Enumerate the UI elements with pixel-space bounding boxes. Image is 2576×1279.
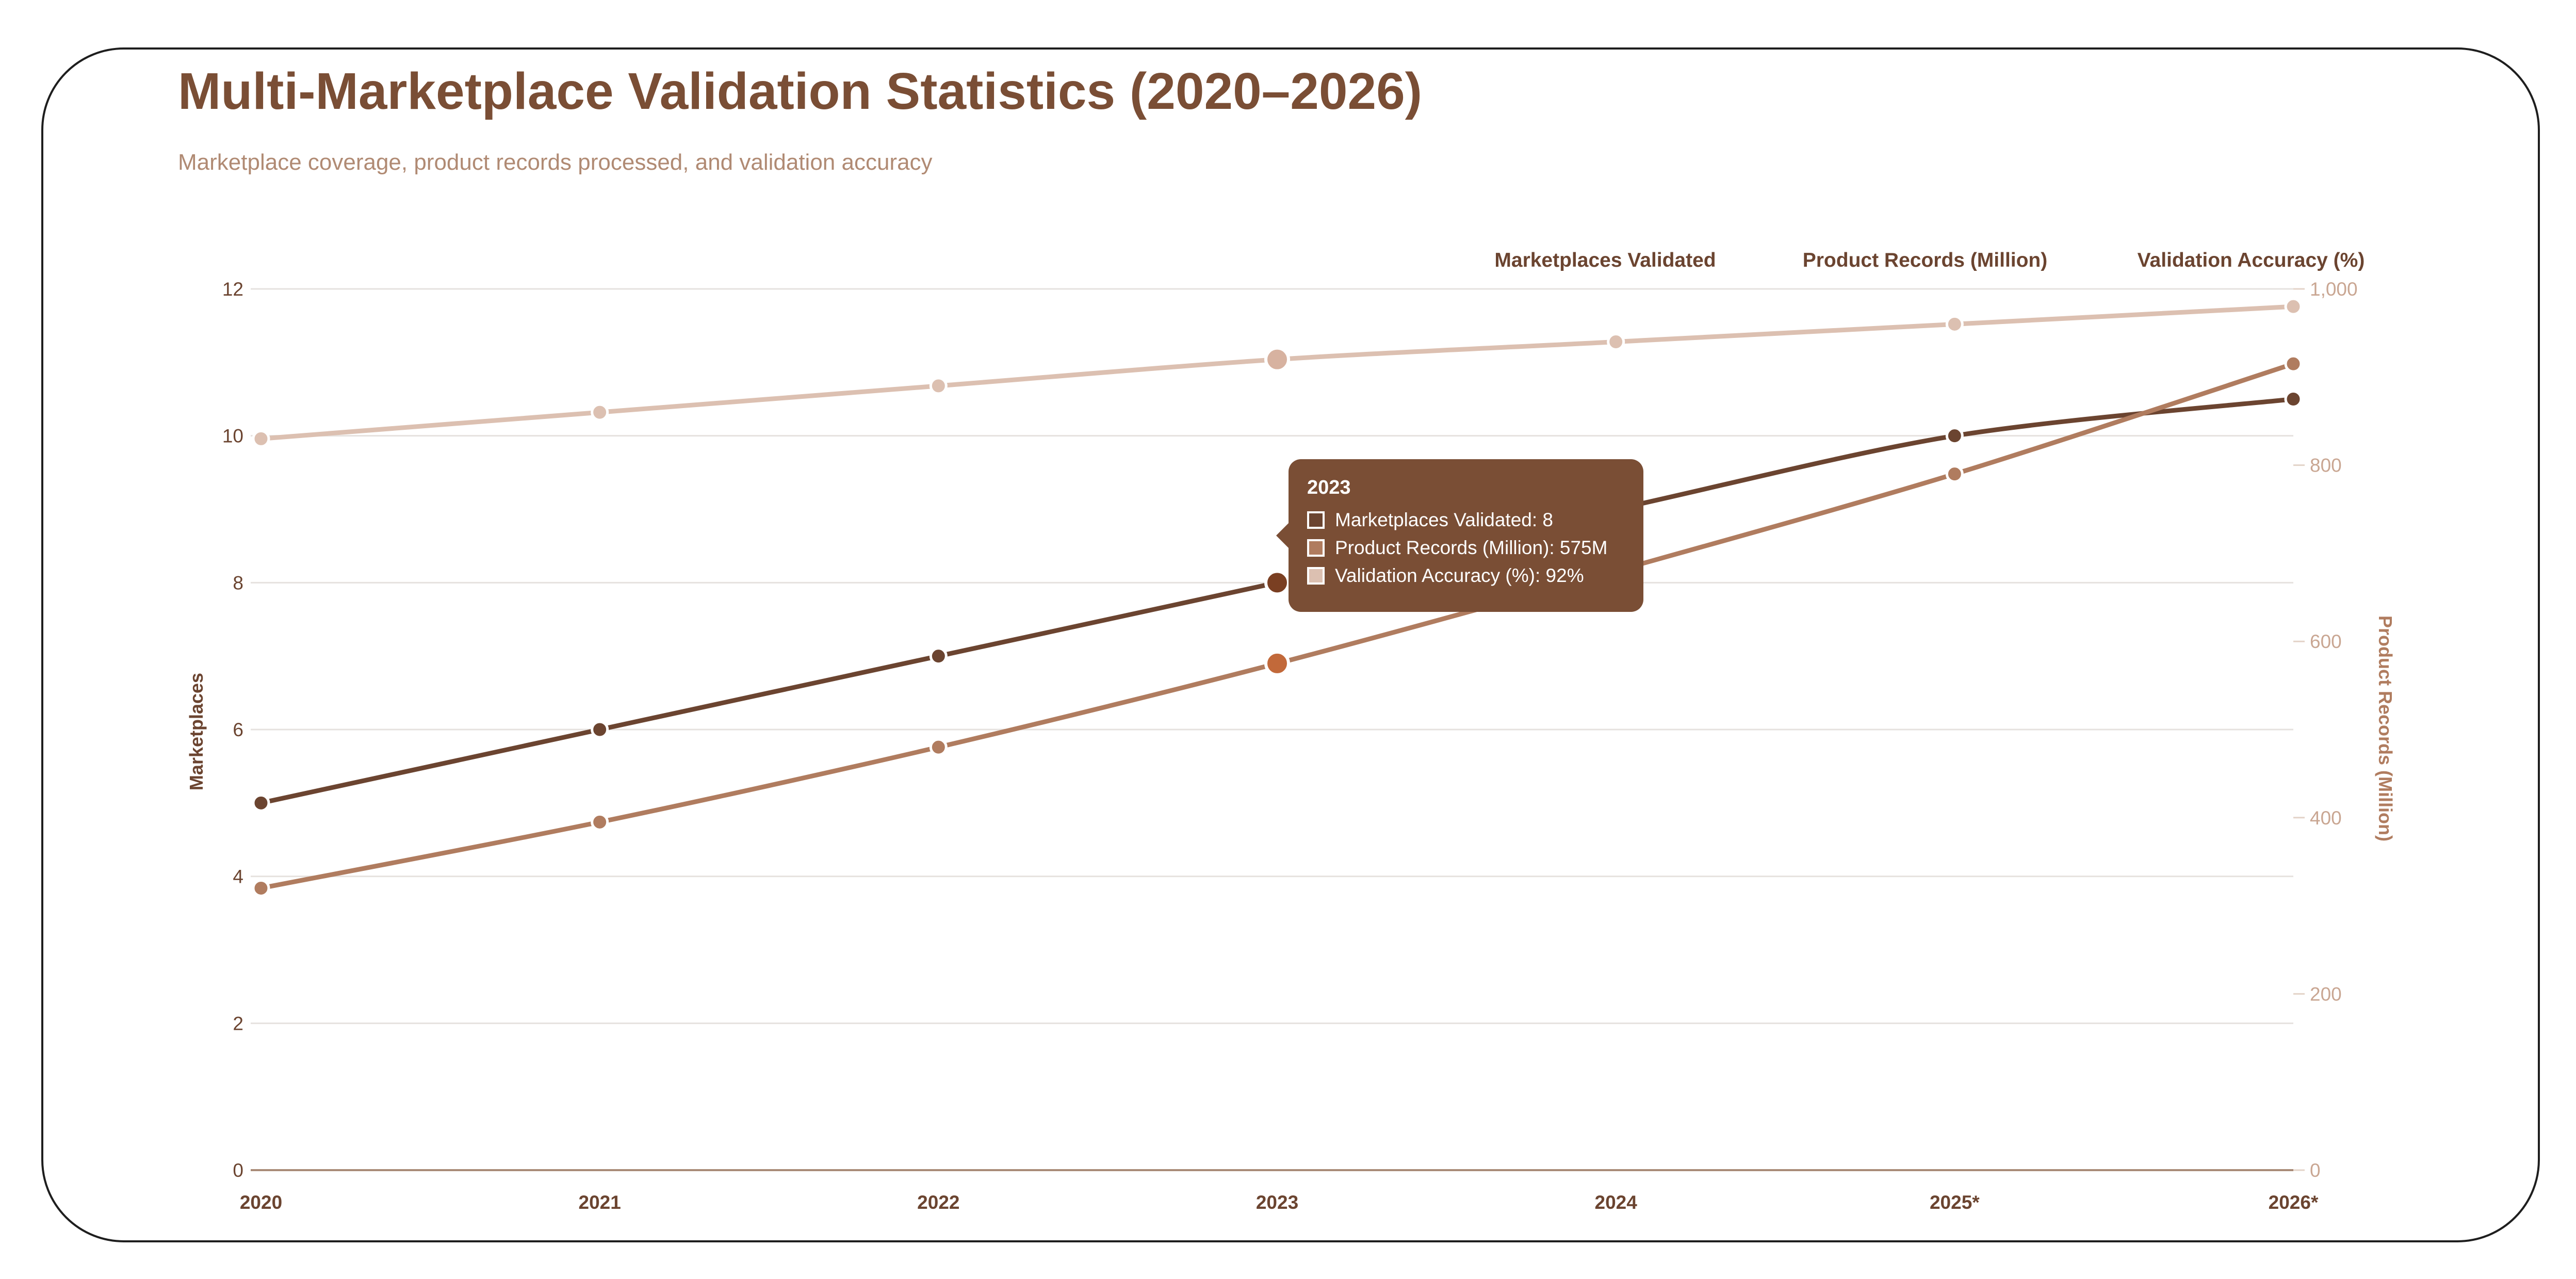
data-point-product-records-million-2020	[252, 879, 270, 897]
x-tick-label: 2025*	[1930, 1192, 1980, 1213]
y-right-axis-title: Product Records (Million)	[2375, 616, 2396, 841]
data-point-product-records-million-2023	[1264, 650, 1290, 676]
tooltip-text-accuracy: Validation Accuracy (%): 92%	[1335, 565, 1584, 586]
series-line-validation-accuracy	[258, 304, 2296, 441]
series-line-product-records-million	[258, 361, 2296, 891]
x-tick-label: 2024	[1595, 1192, 1638, 1213]
legend-item-product-records-million: Product Records (Million)	[1803, 249, 2048, 271]
axes: 0 2 4 6 8 10 12 0 200 400 600 800 1,000 2020 2021 2022 2…	[186, 279, 2396, 1213]
tooltip-title: 2023	[1307, 477, 1351, 498]
series-lines	[258, 304, 2296, 891]
y-right-tick-label: 600	[2310, 631, 2342, 652]
data-point-marketplaces-validated-2023	[1264, 570, 1290, 596]
x-tick-label: 2026*	[2269, 1192, 2319, 1213]
page-subtitle: Marketplace coverage, product records pr…	[178, 150, 933, 175]
x-tick-label: 2023	[1256, 1192, 1298, 1213]
y-left-axis-title: Marketplaces	[186, 673, 207, 790]
tooltip-text-marketplaces: Marketplaces Validated: 8	[1335, 509, 1553, 530]
data-point-product-records-million-2022	[929, 738, 948, 756]
y-left-tick-label: 8	[233, 572, 243, 593]
tooltip-swatch-marketplaces	[1307, 511, 1325, 529]
y-left-tick-label: 6	[233, 719, 243, 740]
data-point-validation-accuracy-2023	[1264, 346, 1290, 373]
y-right-tick-label: 1,000	[2310, 279, 2358, 300]
data-point-product-records-million-2025	[1945, 465, 1964, 483]
tooltip-row-marketplaces: Marketplaces Validated: 8	[1307, 506, 1625, 534]
y-right-tick-label: 200	[2310, 983, 2342, 1005]
data-point-validation-accuracy-2024	[1607, 332, 1625, 351]
data-point-validation-accuracy-2026	[2284, 297, 2303, 316]
legend-item-validation-accuracy: Validation Accuracy (%)	[2138, 249, 2365, 271]
data-point-validation-accuracy-2021	[591, 403, 609, 422]
x-tick-label: 2021	[579, 1192, 621, 1213]
chart-legend: Marketplaces Validated Product Records (M…	[1494, 249, 2365, 271]
y-right-tick-label: 400	[2310, 807, 2342, 829]
y-left-tick-label: 12	[222, 279, 243, 300]
tooltip-row-accuracy: Validation Accuracy (%): 92%	[1307, 562, 1625, 590]
y-right-tick-label: 0	[2310, 1160, 2321, 1181]
data-point-marketplaces-validated-2022	[929, 647, 948, 666]
data-point-marketplaces-validated-2020	[252, 794, 270, 812]
x-tick-label: 2020	[240, 1192, 282, 1213]
data-point-marketplaces-validated-2021	[591, 720, 609, 739]
data-point-marketplaces-validated-2025	[1945, 427, 1964, 445]
y-left-tick-label: 0	[233, 1160, 243, 1181]
data-point-product-records-million-2026	[2284, 354, 2303, 373]
page-title: Multi-Marketplace Validation Statistics …	[178, 62, 1423, 120]
data-point-validation-accuracy-2020	[252, 429, 270, 448]
data-point-marketplaces-validated-2026	[2284, 390, 2303, 408]
tooltip-swatch-accuracy	[1307, 567, 1325, 585]
tooltip-swatch-product-records	[1307, 539, 1325, 557]
tooltip-row-product-records: Product Records (Million): 575M	[1307, 534, 1625, 562]
series-line-marketplaces-validated	[258, 397, 2296, 805]
tooltip-text-product-records: Product Records (Million): 575M	[1335, 537, 1608, 558]
hover-tooltip: 2023 Marketplaces Validated: 8 Product R…	[1276, 459, 1643, 612]
chart-card	[41, 47, 2540, 1242]
y-right-tick-label: 800	[2310, 455, 2342, 476]
y-left-tick-label: 4	[233, 866, 243, 887]
x-tick-label: 2022	[917, 1192, 959, 1213]
data-point-validation-accuracy-2022	[929, 377, 948, 395]
data-point-validation-accuracy-2025	[1945, 315, 1964, 333]
y-left-tick-label: 2	[233, 1013, 243, 1034]
data-points	[252, 297, 2303, 897]
data-point-product-records-million-2021	[591, 813, 609, 831]
legend-item-marketplaces-validated: Marketplaces Validated	[1494, 249, 1716, 271]
y-left-tick-label: 10	[222, 426, 243, 447]
